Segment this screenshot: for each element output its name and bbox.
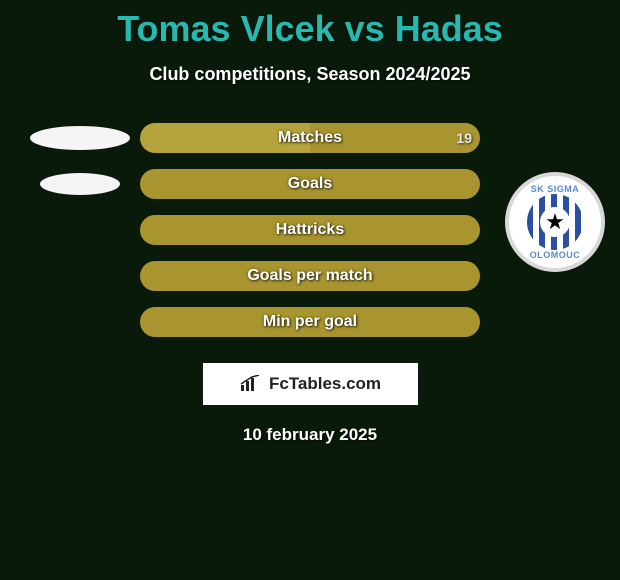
bar-label-2: Hattricks [140,215,480,245]
brand-text: FcTables.com [269,374,381,394]
brand-badge: FcTables.com [203,363,418,405]
bar-label-4: Min per goal [140,307,480,337]
club-crest: SK SIGMA ★ OLOMOUC [505,172,605,272]
bar-label-1: Goals [140,169,480,199]
subtitle: Club competitions, Season 2024/2025 [0,64,620,85]
bars-slot-3: Goals per match [140,253,480,299]
bars-slot-4: Min per goal [140,299,480,345]
bar-label-3: Goals per match [140,261,480,291]
crest-star-icon: ★ [540,207,570,237]
right-slot-0 [480,115,600,161]
left-ellipse-1 [40,173,120,195]
bar-value-right-0: 19 [456,123,472,153]
right-crest-wrapper: SK SIGMA ★ OLOMOUC [500,172,610,272]
bars-slot-0: Matches 19 [140,115,480,161]
left-ellipse-0 [30,126,130,150]
bars-slot-1: Goals [140,161,480,207]
brand-chart-icon [239,375,263,393]
bar-label-0: Matches [140,123,480,153]
row-matches: Matches 19 [0,115,620,161]
bars-slot-2: Hattricks [140,207,480,253]
left-slot-1 [20,161,140,207]
left-slot-3 [20,253,140,299]
left-slot-2 [20,207,140,253]
crest-center: ★ [527,194,583,250]
date-line: 10 february 2025 [0,425,620,445]
crest-bottom-text: OLOMOUC [509,250,601,260]
row-mpg: Min per goal [0,299,620,345]
right-slot-4 [480,299,600,345]
crest-top-text: SK SIGMA [509,184,601,194]
page-title: Tomas Vlcek vs Hadas [0,0,620,50]
left-slot-0 [20,115,140,161]
left-slot-4 [20,299,140,345]
